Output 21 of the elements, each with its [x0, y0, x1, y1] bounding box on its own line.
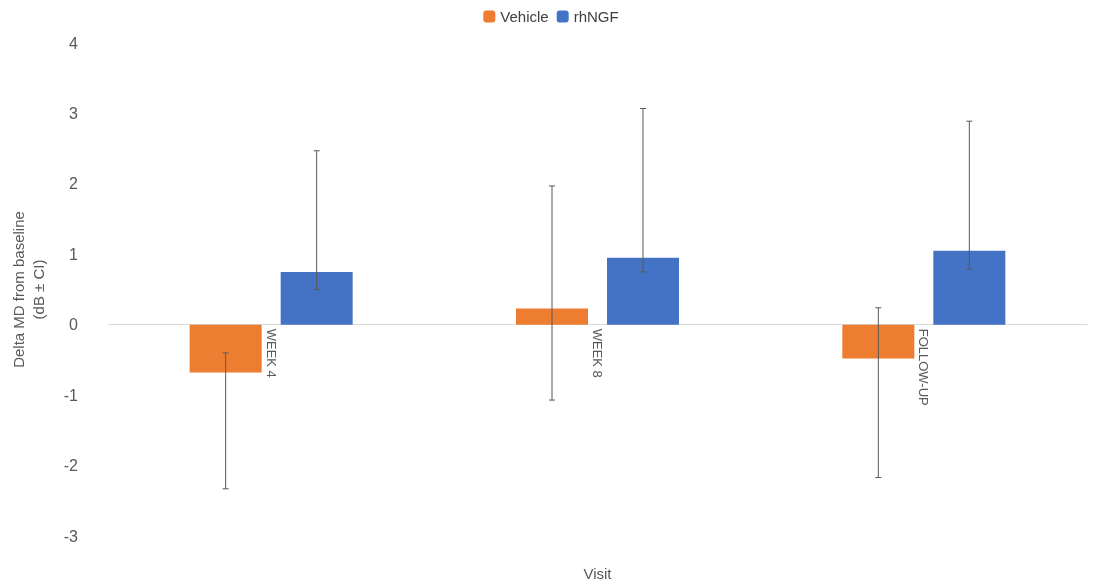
x-axis-title: Visit: [583, 565, 613, 582]
legend-label: Vehicle: [500, 8, 549, 25]
y-tick-label: -1: [63, 386, 79, 404]
bar: [842, 324, 915, 359]
bar: [516, 308, 588, 325]
bar: [933, 250, 1006, 325]
y-tick-label: 0: [69, 316, 79, 334]
y-tick-label: -2: [63, 457, 79, 475]
y-tick-label: 2: [69, 175, 79, 193]
bar: [607, 257, 679, 325]
bar: [280, 271, 353, 325]
y-tick-label: -3: [63, 527, 79, 545]
x-tick-label: WEEK 4: [263, 328, 279, 378]
x-tick-label: FOLLOW-UP: [916, 328, 932, 406]
y-axis-title: Delta MD from baseline (dB ± CI): [9, 211, 47, 368]
y-tick-label: 1: [69, 245, 79, 263]
y-tick-label: 3: [69, 104, 79, 122]
y-tick-label: 4: [69, 34, 79, 52]
legend-label: rhNGF: [573, 8, 619, 25]
bar: [189, 324, 262, 373]
x-tick-label: WEEK 8: [590, 328, 605, 378]
